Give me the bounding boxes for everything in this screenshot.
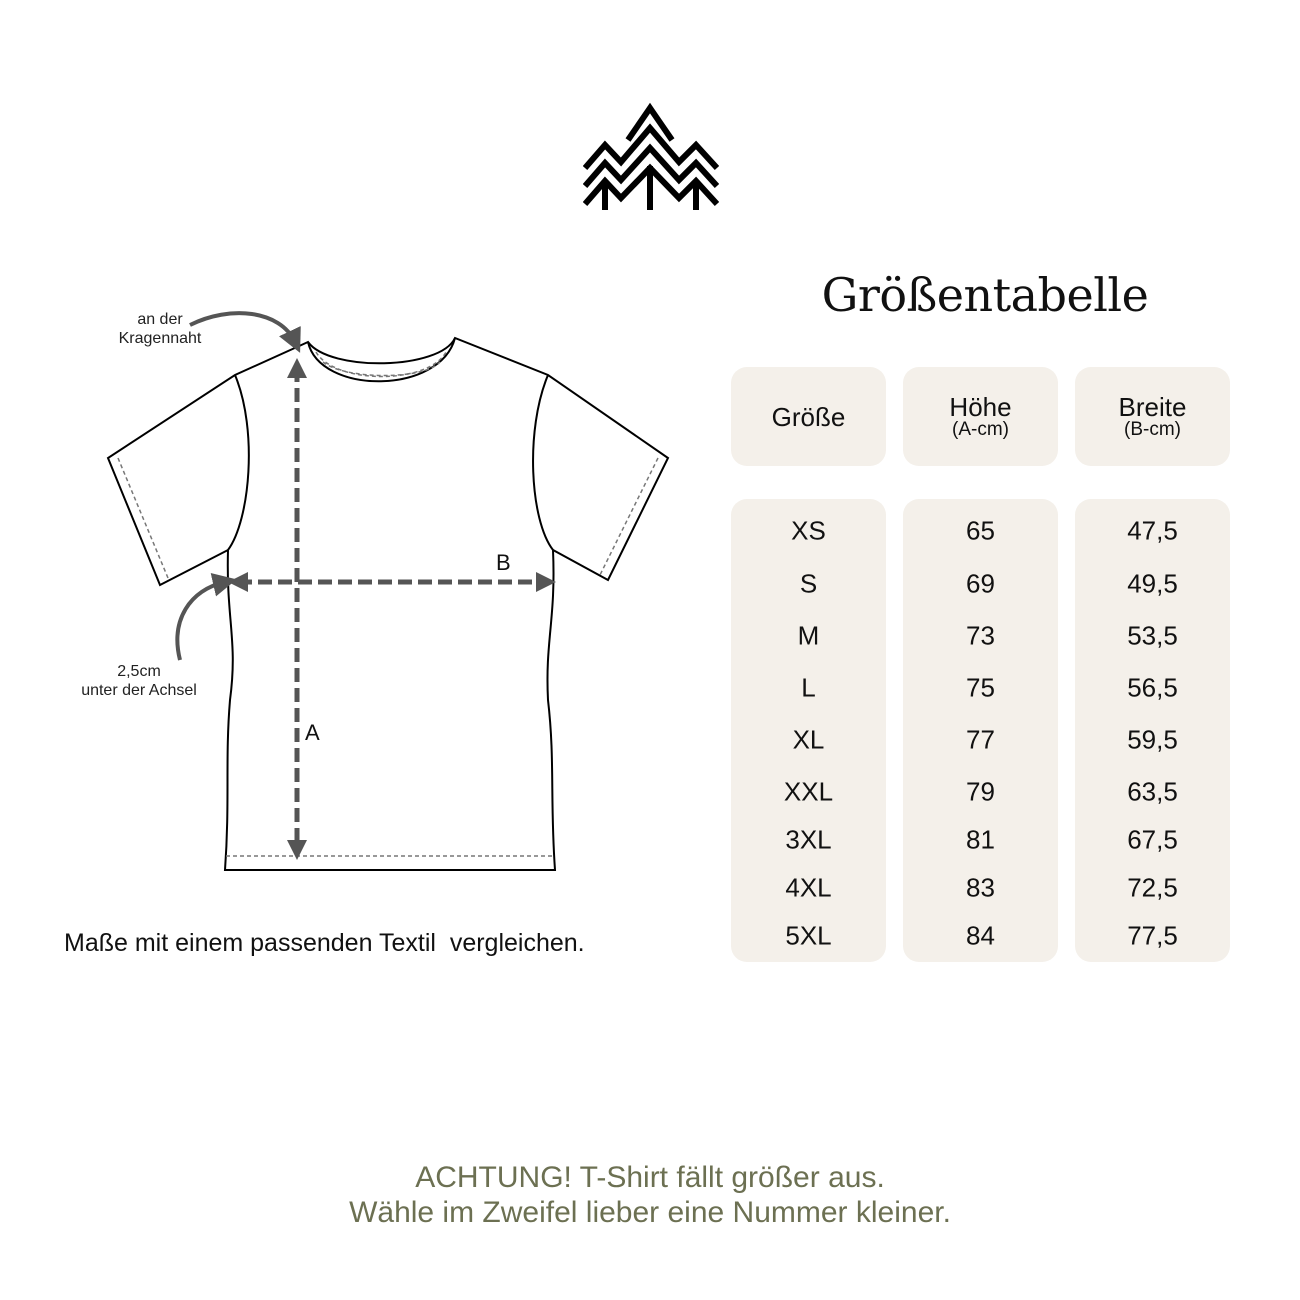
table-cell: 67,5: [1127, 824, 1178, 855]
pine-trees-logo-icon: [583, 102, 719, 210]
label-b: B: [496, 550, 511, 575]
warning-note: ACHTUNG! T-Shirt fällt größer aus. Wähle…: [0, 1160, 1300, 1230]
table-cell: 47,5: [1127, 515, 1178, 546]
header-width: Breite (B-cm): [1075, 367, 1230, 466]
table-cell: 53,5: [1127, 620, 1178, 651]
table-cell: 72,5: [1127, 872, 1178, 903]
column-width: 47,5 49,5 53,5 56,5 59,5 63,5 67,5 72,5 77,5: [1075, 499, 1230, 962]
table-cell: 69: [966, 568, 995, 599]
header-height: Höhe (A-cm): [903, 367, 1058, 466]
table-cell: 56,5: [1127, 672, 1178, 703]
collar-note-line: Kragennaht: [118, 330, 202, 347]
table-cell: S: [799, 568, 818, 599]
table-cell: 77,5: [1127, 920, 1178, 951]
tshirt-diagram: [106, 311, 670, 871]
header-size: Größe: [731, 367, 886, 466]
table-cell: 83: [966, 872, 995, 903]
header-unit: (B-cm): [1124, 418, 1181, 440]
page-title: Größentabelle: [821, 268, 1149, 322]
header-label: Höhe: [949, 391, 1012, 422]
table-cell: 49,5: [1127, 568, 1178, 599]
warning-line: Wähle im Zweifel lieber eine Nummer klei…: [349, 1196, 951, 1229]
table-cell: XXL: [783, 776, 834, 807]
column-size: XS S M L XL XXL 3XL 4XL 5XL: [731, 499, 886, 962]
table-cell: XL: [792, 724, 825, 755]
table-cell: 73: [966, 620, 995, 651]
table-cell: M: [797, 620, 820, 651]
header-label: Größe: [771, 401, 846, 432]
armpit-note-line: 2,5cm: [117, 663, 161, 680]
armpit-note: 2,5cm unter der Achsel: [54, 662, 224, 700]
table-cell: 84: [966, 920, 995, 951]
table-cell: XS: [791, 515, 826, 546]
label-a: A: [305, 720, 320, 745]
header-label: Breite: [1118, 391, 1187, 422]
table-cell: 79: [966, 776, 995, 807]
table-cell: 59,5: [1127, 724, 1178, 755]
header-unit: (A-cm): [952, 418, 1009, 440]
table-cell: 75: [966, 672, 995, 703]
warning-line: ACHTUNG! T-Shirt fällt größer aus.: [415, 1161, 885, 1194]
table-cell: 65: [966, 515, 995, 546]
table-cell: 81: [966, 824, 995, 855]
compare-note: Maße mit einem passenden Textil vergleic…: [64, 929, 585, 957]
table-cell: L: [801, 672, 816, 703]
armpit-note-line: unter der Achsel: [81, 682, 197, 699]
collar-note-line: an der: [137, 311, 183, 328]
table-cell: 4XL: [785, 872, 832, 903]
table-cell: 63,5: [1127, 776, 1178, 807]
collar-note: an der Kragennaht: [100, 310, 220, 348]
table-cell: 3XL: [785, 824, 832, 855]
table-cell: 77: [966, 724, 995, 755]
column-height: 65 69 73 75 77 79 81 83 84: [903, 499, 1058, 962]
table-cell: 5XL: [785, 920, 832, 951]
